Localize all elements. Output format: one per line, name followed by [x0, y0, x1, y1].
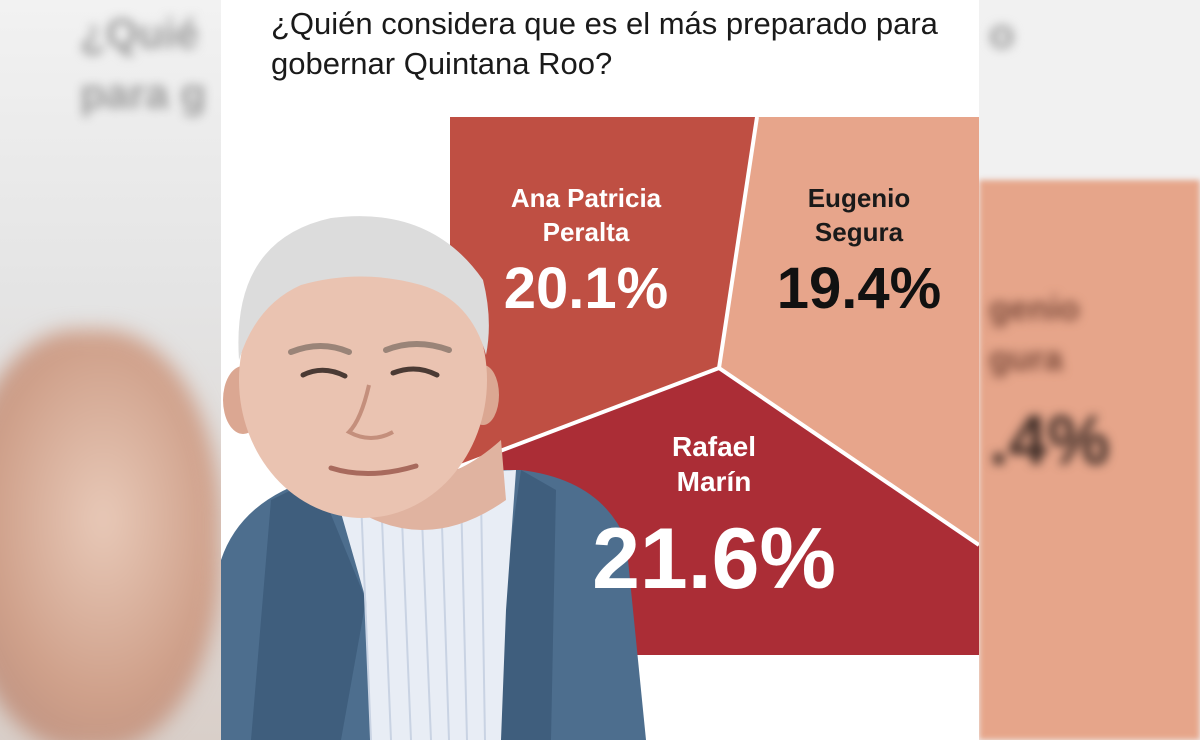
slice-value-ana-patricia-peralta: 20.1% — [504, 256, 668, 321]
blurred-title-ghost: ¿Quié — [80, 10, 200, 57]
slice-value-eugenio-segura: 19.4% — [777, 256, 941, 321]
portrait-shirt-stripes — [360, 494, 486, 740]
portrait-eyes — [300, 366, 440, 379]
blurred-background-left: ¿Quié para g — [0, 0, 221, 740]
slice-name-eugenio-segura-line2: Segura — [815, 217, 904, 247]
segment-eugenio-segura — [719, 117, 979, 545]
blurred-portrait-ghost — [0, 330, 220, 740]
portrait-jacket-lapel — [251, 478, 366, 740]
portrait-face — [239, 242, 487, 518]
chart-question: ¿Quién considera que es el más preparado… — [271, 6, 938, 81]
portrait-eyebrows — [288, 341, 452, 355]
slice-name-rafael-marin-line2: Marín — [677, 466, 752, 497]
candidate-portrait — [221, 216, 646, 740]
portrait-nose — [345, 384, 394, 440]
slice-name-ana-patricia-peralta-line1: Ana Patricia — [511, 183, 662, 213]
slice-name-eugenio-segura-line1: Eugenio — [808, 183, 911, 213]
portrait-hair — [238, 216, 489, 360]
infographic-card: ¿Quién considera que es el más preparado… — [221, 0, 979, 740]
blurred-background-right: o genio gura .4% — [979, 0, 1200, 740]
portrait-mouth — [328, 463, 419, 476]
poll-chart: Ana Patricia Peralta 20.1% Eugenio Segura 19.… — [221, 116, 979, 740]
portrait-jacket-lapel — [496, 470, 556, 740]
blurred-panel-ghost — [979, 180, 1200, 740]
blurred-title-ghost: o — [989, 10, 1015, 57]
slice-value-rafael-marin: 21.6% — [592, 511, 836, 607]
blurred-text-ghost: genio — [989, 290, 1080, 328]
portrait-shirt — [331, 470, 516, 740]
slice-name-rafael-marin-line1: Rafael — [672, 431, 756, 462]
slice-name-ana-patricia-peralta-line2: Peralta — [543, 217, 630, 247]
blurred-text-ghost: .4% — [989, 401, 1110, 479]
blurred-text-ghost: gura — [989, 340, 1063, 378]
blurred-title-ghost: para g — [80, 70, 207, 117]
